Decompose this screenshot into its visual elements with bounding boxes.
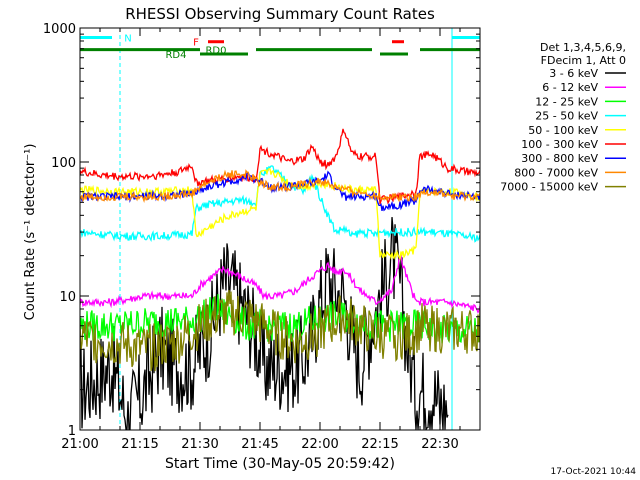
y-axis: 1 10 100 1000 xyxy=(43,22,480,439)
legend-entry-label: 50 - 100 keV xyxy=(528,124,598,137)
legend-entry-label: 100 - 300 keV xyxy=(521,138,598,151)
footer-timestamp: 17-Oct-2021 10:44 xyxy=(551,467,637,477)
series-line-25-50-kev xyxy=(80,165,480,243)
y-tick-label: 100 xyxy=(51,156,76,171)
legend-entry-label: 7000 - 15000 keV xyxy=(500,181,598,194)
x-tick-label: 21:45 xyxy=(241,437,278,452)
x-axis-label: Start Time (30-May-05 20:59:42) xyxy=(165,456,395,472)
annotation-label-f: F xyxy=(193,38,199,49)
y-axis-label: Count Rate (s⁻¹ detector⁻¹) xyxy=(23,144,38,321)
legend-entry-label: 300 - 800 keV xyxy=(521,152,598,165)
series-line-50-100-kev xyxy=(80,168,480,261)
x-tick-label: 21:30 xyxy=(181,437,218,452)
series-line-6-12-kev xyxy=(80,254,480,314)
y-tick-label: 1 xyxy=(68,424,76,439)
series-line-12-25-kev xyxy=(80,294,480,344)
legend-header-line-1: Det 1,3,4,5,6,9, xyxy=(540,41,626,54)
data-series xyxy=(80,128,480,430)
state-annotations: N F RD0 RD4 xyxy=(80,33,480,61)
legend-header-line-2: FDecim 1, Att 0 xyxy=(541,54,626,67)
series-line-7000-15000-kev xyxy=(80,290,480,372)
x-tick-label: 22:15 xyxy=(361,437,398,452)
legend: Det 1,3,4,5,6,9, FDecim 1, Att 0 3 - 6 k… xyxy=(500,41,626,194)
annotation-label-n: N xyxy=(124,33,131,44)
legend-entry-label: 6 - 12 keV xyxy=(542,81,598,94)
legend-entry-label: 25 - 50 keV xyxy=(535,110,598,123)
legend-entry-label: 3 - 6 keV xyxy=(549,67,598,80)
series-line-800-7000-kev xyxy=(80,169,480,203)
y-tick-label: 1000 xyxy=(43,22,76,37)
chart-title: RHESSI Observing Summary Count Rates xyxy=(125,5,435,23)
x-tick-label: 21:15 xyxy=(121,437,158,452)
annotation-label-rd0: RD0 xyxy=(205,46,226,57)
legend-entry-label: 12 - 25 keV xyxy=(535,95,598,108)
x-tick-label: 22:00 xyxy=(301,437,338,452)
legend-entry-label: 800 - 7000 keV xyxy=(514,166,598,179)
x-tick-label: 21:00 xyxy=(61,437,98,452)
annotation-label-rd4: RD4 xyxy=(165,50,186,61)
y-tick-label: 10 xyxy=(59,290,76,305)
x-axis: 21:00 21:15 21:30 21:45 22:00 22:15 22:30 xyxy=(61,28,481,452)
series-line-100-300-kev xyxy=(80,128,480,205)
x-tick-label: 22:30 xyxy=(421,437,458,452)
